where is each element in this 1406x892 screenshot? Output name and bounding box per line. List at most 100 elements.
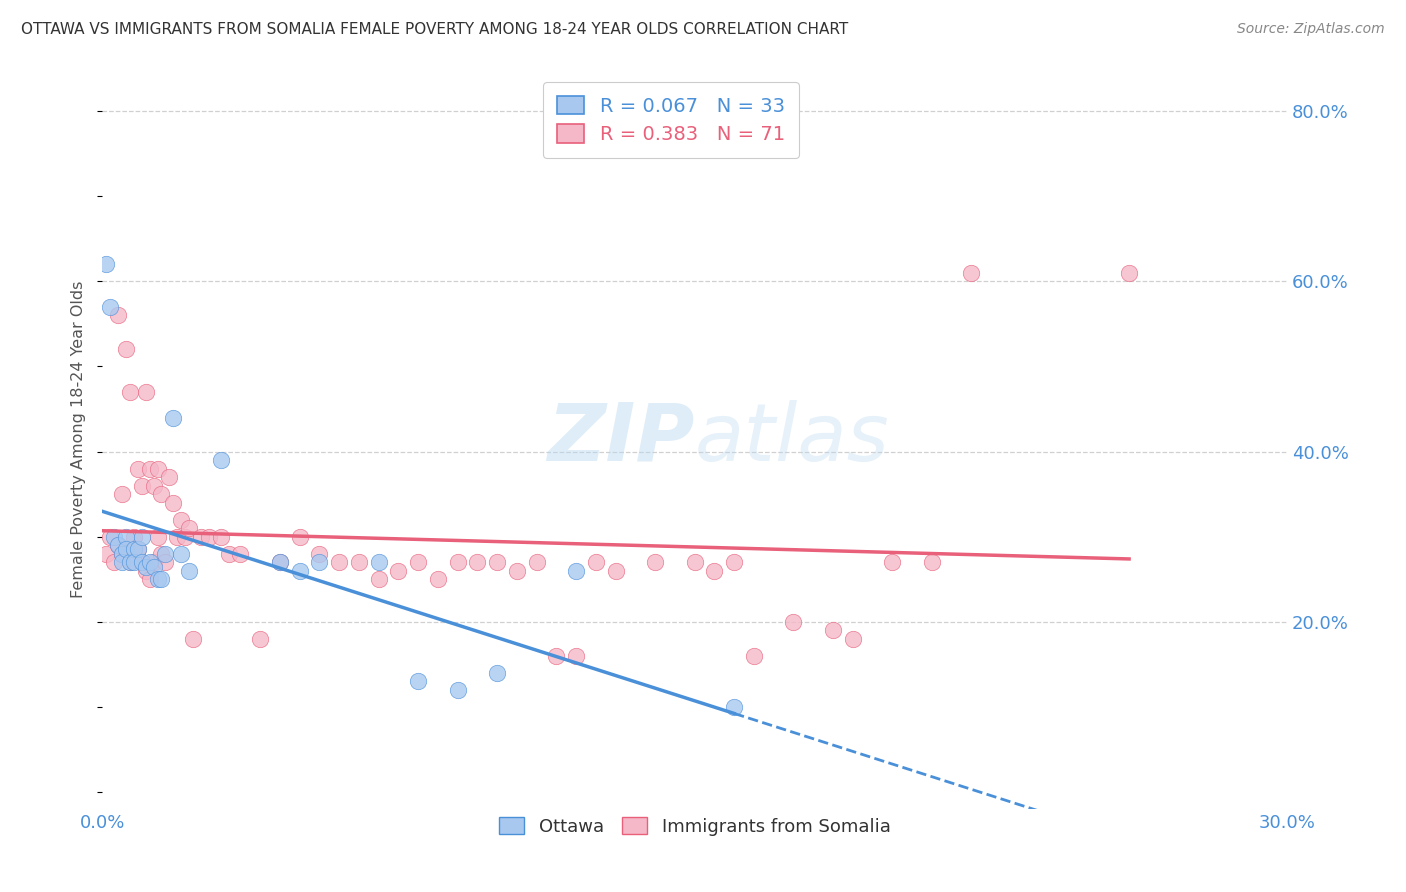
Point [467, 555, 489, 569]
Point [347, 555, 370, 569]
Point [162, 410, 184, 425]
Point [122, 555, 145, 569]
Point [229, 547, 252, 561]
Point [546, 648, 568, 663]
Point [135, 559, 157, 574]
Point [138, 461, 160, 475]
Point [181, 632, 204, 646]
Point [157, 470, 180, 484]
Point [209, 530, 232, 544]
Point [723, 700, 745, 714]
Point [118, 555, 141, 569]
Point [328, 555, 350, 569]
Point [506, 564, 529, 578]
Text: atlas: atlas [695, 400, 890, 478]
Point [605, 564, 627, 578]
Point [177, 564, 200, 578]
Point [288, 564, 311, 578]
Point [135, 564, 157, 578]
Point [131, 478, 153, 492]
Point [723, 555, 745, 569]
Point [146, 530, 169, 544]
Point [166, 530, 188, 544]
Point [142, 559, 165, 574]
Point [162, 496, 184, 510]
Point [111, 487, 134, 501]
Point [115, 542, 138, 557]
Point [115, 343, 138, 357]
Point [142, 478, 165, 492]
Point [406, 555, 429, 569]
Point [146, 572, 169, 586]
Point [269, 555, 291, 569]
Point [111, 547, 134, 561]
Point [683, 555, 706, 569]
Point [118, 384, 141, 399]
Point [107, 309, 129, 323]
Point [107, 538, 129, 552]
Point [526, 555, 548, 569]
Point [122, 542, 145, 557]
Point [960, 266, 983, 280]
Point [174, 530, 197, 544]
Point [249, 632, 271, 646]
Point [486, 555, 509, 569]
Point [406, 674, 429, 689]
Point [111, 547, 134, 561]
Point [426, 572, 449, 586]
Point [308, 555, 330, 569]
Point [198, 530, 221, 544]
Point [135, 384, 157, 399]
Point [122, 530, 145, 544]
Point [447, 682, 470, 697]
Point [115, 547, 138, 561]
Y-axis label: Female Poverty Among 18-24 Year Olds: Female Poverty Among 18-24 Year Olds [72, 280, 86, 598]
Point [841, 632, 863, 646]
Point [742, 648, 765, 663]
Text: ZIP: ZIP [547, 400, 695, 478]
Point [821, 624, 844, 638]
Point [131, 555, 153, 569]
Point [367, 572, 389, 586]
Point [127, 542, 149, 557]
Point [96, 257, 118, 271]
Point [131, 530, 153, 544]
Point [98, 530, 121, 544]
Point [146, 461, 169, 475]
Point [103, 555, 125, 569]
Point [882, 555, 904, 569]
Point [703, 564, 725, 578]
Point [111, 555, 134, 569]
Point [155, 547, 177, 561]
Point [155, 555, 177, 569]
Point [367, 555, 389, 569]
Point [177, 521, 200, 535]
Point [190, 530, 212, 544]
Point [921, 555, 943, 569]
Point [209, 453, 232, 467]
Point [138, 555, 160, 569]
Point [96, 547, 118, 561]
Point [103, 530, 125, 544]
Point [127, 542, 149, 557]
Point [127, 461, 149, 475]
Text: Source: ZipAtlas.com: Source: ZipAtlas.com [1237, 22, 1385, 37]
Point [308, 547, 330, 561]
Point [644, 555, 666, 569]
Point [98, 300, 121, 314]
Point [150, 487, 173, 501]
Point [131, 555, 153, 569]
Point [565, 648, 588, 663]
Point [269, 555, 291, 569]
Point [565, 564, 588, 578]
Point [218, 547, 240, 561]
Point [585, 555, 607, 569]
Point [107, 538, 129, 552]
Point [387, 564, 409, 578]
Text: OTTAWA VS IMMIGRANTS FROM SOMALIA FEMALE POVERTY AMONG 18-24 YEAR OLDS CORRELATI: OTTAWA VS IMMIGRANTS FROM SOMALIA FEMALE… [21, 22, 848, 37]
Point [142, 555, 165, 569]
Point [486, 665, 509, 680]
Point [170, 547, 193, 561]
Point [115, 530, 138, 544]
Point [782, 615, 804, 629]
